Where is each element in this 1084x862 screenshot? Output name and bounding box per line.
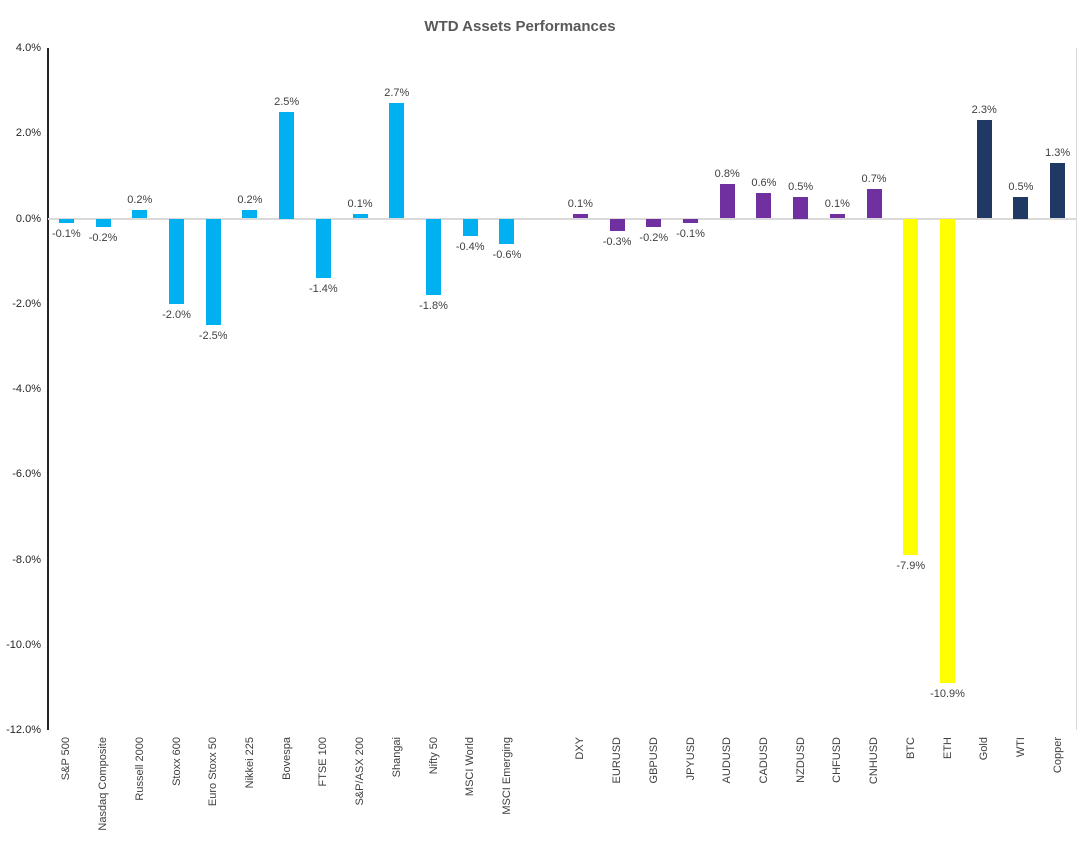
bar — [683, 218, 698, 223]
bar-value-label: 0.1% — [824, 198, 850, 211]
category-label: S&P 500 — [60, 737, 73, 781]
bar-value-label: -0.2% — [88, 232, 118, 245]
bar-value-label: -0.1% — [676, 227, 705, 240]
bar — [205, 218, 221, 326]
category-label: Russell 2000 — [133, 737, 146, 801]
category-label: CHFUSD — [831, 737, 844, 783]
bar-value-label: -0.3% — [602, 236, 632, 249]
bar — [352, 214, 368, 219]
bar-value-label: -2.5% — [198, 330, 228, 343]
category-label: MSCI Emerging — [500, 737, 513, 815]
category-label: DXY — [574, 737, 587, 760]
bar-value-label: -0.2% — [639, 232, 669, 245]
bar-value-label: 2.5% — [274, 95, 300, 108]
chart-title: WTD Assets Performances — [424, 18, 616, 35]
bar — [169, 218, 184, 304]
bar — [719, 184, 735, 219]
bar — [279, 111, 295, 219]
bar — [132, 209, 148, 219]
bar — [1050, 163, 1066, 219]
bar-value-label: 0.6% — [751, 176, 777, 189]
bar-value-label: 0.7% — [861, 172, 887, 185]
category-label: ETH — [941, 737, 954, 759]
category-label: Nasdaq Composite — [97, 737, 110, 831]
bar — [315, 218, 331, 279]
bar — [95, 218, 111, 228]
bar — [389, 103, 405, 219]
bar-value-label: -10.9% — [930, 688, 965, 701]
bar-value-label: -1.4% — [308, 283, 338, 296]
bar-value-label: 2.3% — [971, 104, 997, 117]
category-label: WTI — [1014, 737, 1027, 758]
bar-value-label: 0.1% — [567, 198, 593, 211]
y-axis-line — [47, 48, 49, 730]
category-label: Shangai — [390, 737, 403, 778]
category-label: AUDUSD — [721, 737, 734, 784]
bar-value-label: 0.5% — [1008, 181, 1034, 194]
category-label: Gold — [978, 737, 991, 761]
bar-value-label: 2.7% — [384, 87, 410, 100]
category-label: EURUSD — [611, 737, 624, 784]
bar-value-label: 0.5% — [788, 181, 814, 194]
bar — [58, 218, 74, 223]
bar-value-label: -0.6% — [492, 249, 522, 262]
y-axis-tick-label: -2.0% — [12, 297, 41, 310]
bar — [646, 218, 662, 228]
category-label: Nikkei 225 — [243, 737, 256, 789]
bar — [242, 209, 258, 219]
category-label: CNHUSD — [868, 737, 881, 785]
y-axis-tick-label: -8.0% — [12, 553, 41, 566]
category-label: Stoxx 600 — [170, 737, 183, 786]
bar-value-label: 1.3% — [1045, 147, 1071, 160]
bar-value-label: 0.2% — [237, 193, 263, 206]
y-axis-tick-label: -4.0% — [12, 383, 41, 395]
category-label: Bovespa — [280, 737, 293, 780]
bar-value-label: 0.8% — [714, 168, 740, 181]
bar-value-label: -0.1% — [51, 227, 81, 240]
bar — [976, 120, 992, 219]
bar — [903, 218, 919, 556]
category-label: MSCI World — [464, 737, 477, 797]
bar — [499, 218, 515, 245]
bar — [609, 218, 625, 232]
category-label: GBPUSD — [647, 737, 660, 784]
category-label: BTC — [904, 737, 917, 759]
bar — [756, 192, 772, 219]
bar-value-label: -0.4% — [455, 240, 485, 253]
bar-value-label: 0.2% — [127, 193, 153, 206]
category-label: S&P/ASX 200 — [354, 737, 367, 806]
category-label: Nifty 50 — [427, 737, 440, 775]
y-axis-tick-label: -12.0% — [6, 724, 41, 736]
zero-gridline — [48, 218, 1076, 220]
bar-value-label: -2.0% — [162, 308, 191, 321]
bar — [866, 188, 882, 219]
bar-value-label: 0.1% — [347, 198, 373, 211]
bar-value-label: -1.8% — [419, 300, 448, 313]
category-label: Copper — [1051, 737, 1064, 774]
bar — [1013, 197, 1029, 219]
category-label: FTSE 100 — [317, 737, 330, 787]
y-axis-tick-label: -10.0% — [6, 638, 41, 651]
y-axis-tick-label: -6.0% — [12, 468, 41, 481]
y-axis-tick-label: 4.0% — [15, 42, 41, 54]
y-axis-tick-label: 0.0% — [15, 212, 41, 225]
y-axis-tick-label: 2.0% — [15, 127, 41, 140]
bar — [940, 218, 955, 684]
bar — [572, 214, 588, 219]
bar — [426, 218, 441, 296]
bar-value-label: -7.9% — [896, 560, 926, 573]
category-label: NZDUSD — [794, 737, 807, 783]
category-label: JPYUSD — [684, 737, 697, 781]
bar — [793, 197, 809, 219]
category-label: Euro Stoxx 50 — [207, 737, 220, 807]
bar — [829, 214, 845, 219]
category-label: CADUSD — [757, 737, 770, 784]
bar — [462, 218, 478, 236]
plot-right-border — [1076, 48, 1077, 730]
